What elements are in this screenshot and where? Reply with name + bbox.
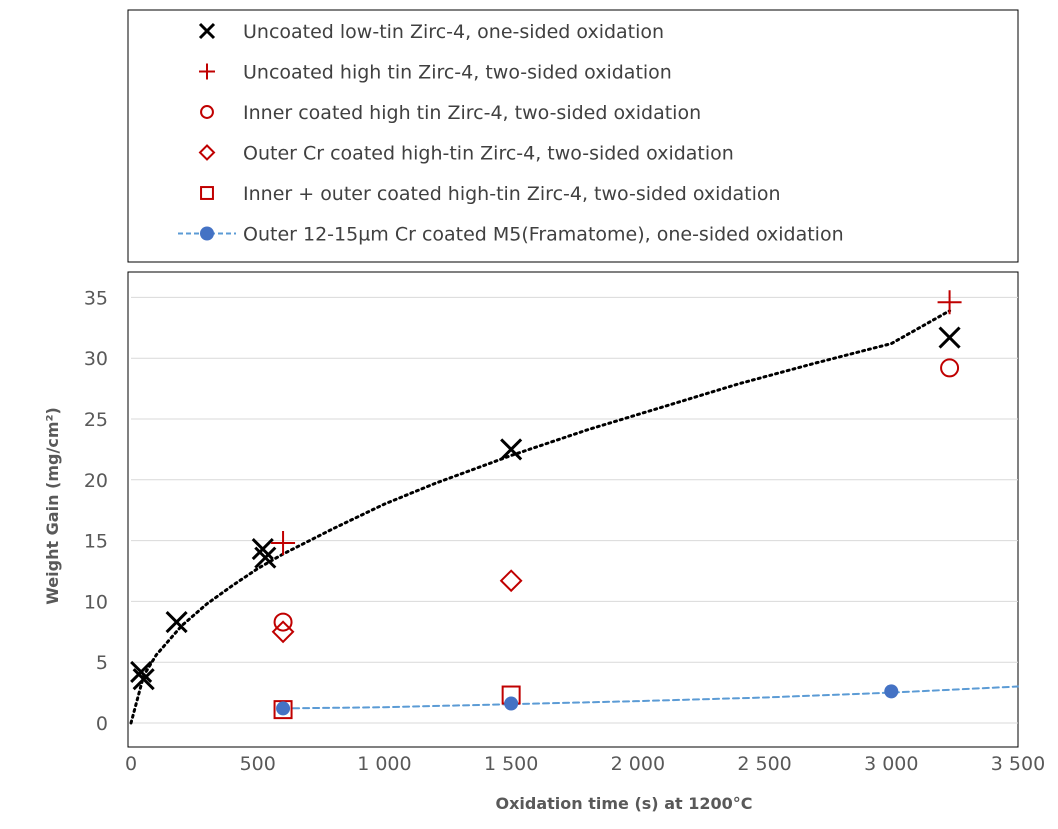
legend-item: Uncoated high tin Zirc-4, two-sided oxid… xyxy=(199,62,672,84)
y-axis-title: Weight Gain (mg/cm²) xyxy=(43,407,62,605)
legend-box xyxy=(127,9,1019,263)
data-point-diamond xyxy=(499,569,523,593)
x-axis-ticks: 0 500 1 000 1 500 2 000 2 500 3 000 3 500 xyxy=(125,753,1045,775)
trendline-dashed xyxy=(282,685,1019,710)
data-point-square xyxy=(273,700,293,720)
data-point-filled-circle xyxy=(884,684,899,699)
trendline-dotted xyxy=(129,309,952,725)
data-point-circle xyxy=(940,358,960,378)
x-tick-label: 0 xyxy=(125,753,137,775)
legend-label: Uncoated high tin Zirc-4, two-sided oxid… xyxy=(243,62,672,84)
data-point-circle xyxy=(273,612,293,632)
data-point-x xyxy=(938,326,961,349)
y-tick-label: 25 xyxy=(84,409,108,431)
data-points xyxy=(130,290,962,720)
x-axis-title: Oxidation time (s) at 1200°C xyxy=(496,794,753,813)
x-tick-label: 2 000 xyxy=(611,753,665,775)
data-point-x xyxy=(130,660,153,683)
legend-label: Uncoated low-tin Zirc-4, one-sided oxida… xyxy=(243,21,664,43)
x-tick-label: 2 500 xyxy=(737,753,791,775)
data-point-x xyxy=(165,611,188,634)
legend: Uncoated low-tin Zirc-4, one-sided oxida… xyxy=(178,21,844,246)
y-tick-label: 5 xyxy=(96,652,108,674)
data-point-x xyxy=(132,668,155,691)
data-point-diamond xyxy=(271,620,295,644)
data-point-plus xyxy=(937,290,962,315)
x-tick-label: 1 500 xyxy=(484,753,538,775)
data-point-x xyxy=(251,538,274,561)
y-tick-label: 35 xyxy=(84,287,108,309)
legend-marker-plus xyxy=(199,63,215,80)
y-axis-ticks: 0 5 10 15 20 25 30 35 xyxy=(84,287,108,735)
y-tick-label: 0 xyxy=(96,713,108,735)
legend-label: Inner coated high tin Zirc-4, two-sided … xyxy=(243,102,701,124)
data-point-x xyxy=(254,546,277,569)
legend-label: Outer Cr coated high-tin Zirc-4, two-sid… xyxy=(243,143,734,165)
data-point-filled-circle xyxy=(276,701,291,716)
legend-marker-square xyxy=(200,186,214,200)
gridlines xyxy=(131,296,1018,724)
legend-marker-x xyxy=(198,22,216,40)
x-tick-label: 1 000 xyxy=(357,753,411,775)
legend-item: Uncoated low-tin Zirc-4, one-sided oxida… xyxy=(198,21,664,43)
data-point-filled-circle xyxy=(504,696,519,711)
y-tick-label: 10 xyxy=(84,591,108,613)
data-point-plus xyxy=(271,531,296,556)
x-tick-label: 3 500 xyxy=(991,753,1045,775)
legend-label: Outer 12-15µm Cr coated M5(Framatome), o… xyxy=(243,224,844,246)
trendlines xyxy=(129,309,1019,725)
legend-item: Inner coated high tin Zirc-4, two-sided … xyxy=(200,102,701,124)
legend-marker-diamond xyxy=(198,144,216,161)
y-tick-label: 20 xyxy=(84,470,108,492)
x-tick-label: 3 000 xyxy=(864,753,918,775)
legend-marker-filled-circle xyxy=(200,226,214,241)
y-tick-label: 30 xyxy=(84,348,108,370)
legend-item: Outer Cr coated high-tin Zirc-4, two-sid… xyxy=(198,143,734,165)
plot-area-frame xyxy=(127,271,1019,748)
legend-label: Inner + outer coated high-tin Zirc-4, tw… xyxy=(243,183,781,205)
data-point-x xyxy=(500,438,523,461)
y-tick-label: 15 xyxy=(84,531,108,553)
x-tick-label: 500 xyxy=(240,753,276,775)
legend-marker-circle xyxy=(200,105,214,119)
legend-item: Inner + outer coated high-tin Zirc-4, tw… xyxy=(200,183,781,205)
legend-item: Outer 12-15µm Cr coated M5(Framatome), o… xyxy=(178,224,844,246)
